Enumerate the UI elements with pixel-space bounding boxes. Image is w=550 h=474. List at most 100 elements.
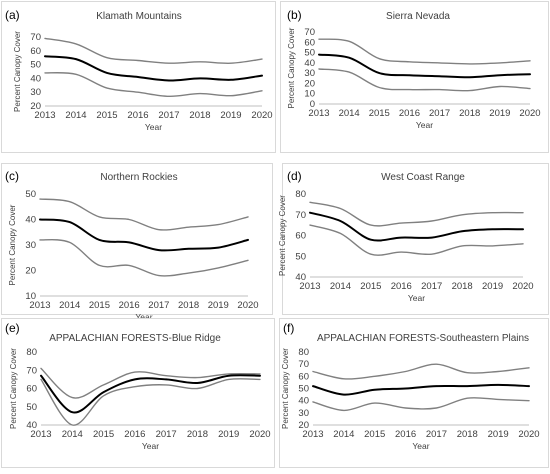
x-tick-label: 2015 bbox=[364, 429, 385, 440]
x-tick-label: 2014 bbox=[330, 281, 351, 292]
x-tick-label: 2017 bbox=[429, 108, 450, 119]
panel-frame bbox=[279, 318, 549, 468]
y-tick-label: 30 bbox=[304, 68, 315, 79]
series-line bbox=[44, 72, 263, 98]
y-tick-label: 80 bbox=[295, 189, 306, 200]
series-line bbox=[312, 397, 530, 412]
x-tick-label: 2017 bbox=[158, 110, 179, 121]
x-tick-label: 2017 bbox=[421, 281, 442, 292]
y-tick-label: 50 bbox=[295, 251, 306, 262]
y-tick-label: 20 bbox=[304, 78, 315, 89]
x-tick-label: 2014 bbox=[333, 429, 354, 440]
x-tick-label: 2014 bbox=[59, 300, 80, 311]
series-line bbox=[44, 55, 263, 82]
chart-title: West Coast Range bbox=[381, 172, 465, 183]
x-tick-label: 2015 bbox=[369, 108, 390, 119]
y-tick-label: 60 bbox=[295, 231, 306, 242]
chart-panel: (a) Klamath Mountains 20 30 40 50 60 70 2013 2014… bbox=[1, 1, 276, 153]
chart-panel: (d) West Coast Range 40 50 60 70 80 2013 2014 201… bbox=[278, 163, 549, 315]
x-tick-label: 2018 bbox=[178, 300, 199, 311]
y-tick-label: 50 bbox=[304, 48, 315, 59]
x-tick-label: 2017 bbox=[426, 429, 447, 440]
x-tick-label: 2015 bbox=[360, 281, 381, 292]
series-line bbox=[312, 363, 530, 380]
y-axis-title: Percent Canopy Cover bbox=[278, 195, 287, 276]
x-axis-title: Year bbox=[408, 293, 425, 303]
y-tick-label: 60 bbox=[26, 384, 37, 395]
y-tick-label: 60 bbox=[30, 46, 41, 57]
chart-panel: (e) APPALACHIAN FORESTS-Blue Ridge 40 50 60 7… bbox=[1, 318, 275, 468]
y-axis-title: Percent Canopy Cover bbox=[9, 348, 18, 429]
chart-title: Sierra Nevada bbox=[386, 11, 450, 22]
x-tick-label: 2017 bbox=[148, 300, 169, 311]
panel-label: (b) bbox=[287, 8, 302, 22]
x-tick-label: 2019 bbox=[488, 429, 509, 440]
x-tick-label: 2018 bbox=[459, 108, 480, 119]
x-tick-label: 2019 bbox=[489, 108, 510, 119]
y-tick-label: 20 bbox=[298, 420, 309, 431]
x-tick-label: 2014 bbox=[339, 108, 360, 119]
chart-title: Klamath Mountains bbox=[96, 11, 182, 22]
x-tick-label: 2016 bbox=[395, 429, 416, 440]
x-tick-label: 2017 bbox=[156, 429, 177, 440]
x-tick-label: 2014 bbox=[62, 429, 83, 440]
x-tick-label: 2015 bbox=[96, 110, 117, 121]
x-tick-label: 2018 bbox=[452, 281, 473, 292]
panel-label: (a) bbox=[5, 8, 20, 22]
y-tick-label: 70 bbox=[26, 365, 37, 376]
panel-frame bbox=[280, 1, 549, 153]
series-line bbox=[40, 374, 261, 414]
y-tick-label: 80 bbox=[26, 347, 37, 358]
x-axis-title: Year bbox=[145, 122, 162, 132]
x-tick-label: 2013 bbox=[308, 108, 329, 119]
x-tick-label: 2013 bbox=[34, 110, 55, 121]
y-tick-label: 70 bbox=[30, 32, 41, 43]
series-line bbox=[309, 224, 524, 256]
series-line bbox=[309, 201, 524, 227]
y-tick-label: 40 bbox=[30, 73, 41, 84]
x-tick-label: 2018 bbox=[189, 110, 210, 121]
x-axis-title: Year bbox=[412, 441, 429, 451]
series-line bbox=[39, 218, 249, 252]
x-tick-label: 2013 bbox=[30, 429, 51, 440]
y-tick-label: 80 bbox=[298, 347, 309, 358]
x-tick-label: 2016 bbox=[119, 300, 140, 311]
x-tick-label: 2015 bbox=[89, 300, 110, 311]
series-line bbox=[39, 239, 249, 277]
panel-frame bbox=[1, 163, 273, 315]
y-axis-title: Percent Canopy Cover bbox=[281, 348, 290, 429]
y-tick-label: 10 bbox=[304, 89, 315, 100]
y-tick-label: 40 bbox=[26, 420, 37, 431]
y-tick-label: 40 bbox=[304, 58, 315, 69]
x-tick-label: 2015 bbox=[93, 429, 114, 440]
x-tick-label: 2016 bbox=[391, 281, 412, 292]
y-tick-label: 60 bbox=[304, 37, 315, 48]
x-tick-label: 2019 bbox=[482, 281, 503, 292]
x-tick-label: 2019 bbox=[218, 429, 239, 440]
x-axis-title: Year bbox=[135, 312, 152, 322]
y-tick-label: 50 bbox=[25, 189, 36, 200]
series-line bbox=[44, 37, 263, 64]
x-tick-label: 2019 bbox=[208, 300, 229, 311]
y-tick-label: 30 bbox=[30, 87, 41, 98]
chart-title: APPALACHIAN FORESTS-Southeastern Plains bbox=[317, 333, 529, 344]
x-tick-label: 2018 bbox=[187, 429, 208, 440]
chart-title: APPALACHIAN FORESTS-Blue Ridge bbox=[49, 333, 221, 344]
x-tick-label: 2020 bbox=[251, 110, 272, 121]
x-tick-label: 2016 bbox=[127, 110, 148, 121]
series-line bbox=[309, 211, 524, 242]
x-tick-label: 2013 bbox=[29, 300, 50, 311]
x-tick-label: 2019 bbox=[220, 110, 241, 121]
x-tick-label: 2013 bbox=[302, 429, 323, 440]
y-tick-label: 40 bbox=[298, 396, 309, 407]
panel-frame bbox=[1, 318, 275, 468]
series-line bbox=[312, 383, 530, 396]
y-tick-label: 50 bbox=[298, 384, 309, 395]
x-tick-label: 2016 bbox=[399, 108, 420, 119]
series-line bbox=[318, 68, 531, 92]
chart-title: Northern Rockies bbox=[100, 172, 177, 183]
panel-label: (f) bbox=[283, 321, 294, 335]
y-tick-label: 70 bbox=[295, 210, 306, 221]
